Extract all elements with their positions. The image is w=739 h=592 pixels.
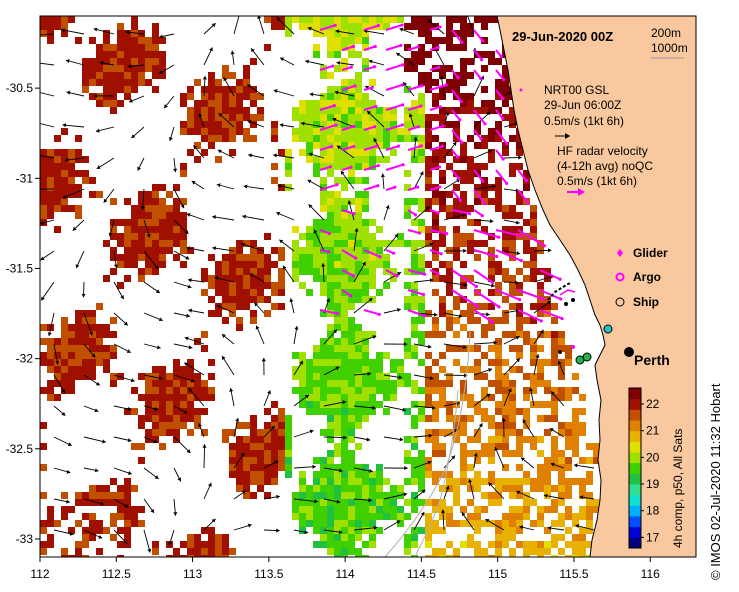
- plot-frame: [39, 15, 697, 558]
- sst-pixels: [40, 16, 628, 557]
- hf-radar-vectors: [319, 23, 564, 324]
- legend-ship: Ship: [633, 295, 659, 309]
- colorbar-segment: [629, 494, 641, 506]
- map-title: 29-Jun-2020 00Z: [512, 29, 613, 44]
- depth-contour-200m: [414, 389, 459, 557]
- legend-glider: Glider: [633, 246, 668, 260]
- y-tick-label: -32: [16, 352, 34, 366]
- circle-ring-icon: [615, 272, 625, 282]
- ship-marker: [603, 324, 613, 334]
- colorbar-segment: [629, 430, 641, 442]
- perth-marker: [624, 347, 634, 357]
- legend-argo: Argo: [633, 270, 661, 284]
- colorbar-segment: [629, 420, 641, 432]
- x-tick-label: 112: [30, 567, 49, 581]
- depth-label-1000m: 1000m: [651, 41, 688, 55]
- colorbar-tick-label: 18: [646, 504, 660, 518]
- ship-marker: [582, 352, 592, 362]
- colorbar-segment: [629, 484, 641, 496]
- x-tick-label: 115.5: [559, 567, 588, 581]
- colorbar-segment: [629, 505, 641, 517]
- open-circle-icon: [615, 297, 625, 307]
- colorbar-segment: [629, 452, 641, 464]
- colorbar: 17 18 19 20 21 22: [628, 387, 660, 549]
- x-tick-label: 112.5: [102, 567, 131, 581]
- gsl-time: 29-Jun 06:00Z: [544, 98, 621, 112]
- y-tick-label: -31: [16, 171, 34, 185]
- y-tick-label: -32.5: [6, 442, 34, 456]
- colorbar-segment: [629, 537, 641, 549]
- colorbar-segment: [629, 526, 641, 538]
- x-tick-label: 115: [488, 567, 507, 581]
- colorbar-segment: [629, 398, 641, 410]
- colorbar-label: 4h comp, p50, All Sats: [671, 429, 685, 548]
- marker-legend: Glider Argo Ship: [615, 246, 668, 309]
- colorbar-tick-label: 22: [646, 397, 660, 411]
- colorbar-segment: [629, 473, 641, 485]
- colorbar-tick-label: 21: [646, 424, 660, 438]
- depth-label-200m: 200m: [651, 26, 681, 40]
- gsl-title: NRT00 GSL: [544, 83, 609, 97]
- credit-text: © IMOS 02-Jul-2020 11:32 Hobart: [708, 383, 723, 581]
- x-tick-label: 116: [641, 567, 660, 581]
- x-tick-label: 113.5: [254, 567, 283, 581]
- colorbar-frame: [628, 387, 642, 549]
- colorbar-segment: [629, 462, 641, 474]
- colorbar-tick-label: 20: [646, 450, 660, 464]
- colorbar-tick-label: 17: [646, 530, 660, 544]
- depth-contour-1000m: [384, 329, 471, 557]
- city-label-perth: Perth: [634, 352, 670, 368]
- glider-track: [547, 282, 576, 354]
- hf-title: HF radar velocity: [557, 144, 648, 158]
- x-tick-label: 113: [183, 567, 202, 581]
- y-tick-label: -30.5: [6, 81, 34, 95]
- land-mass: [496, 16, 696, 557]
- x-tick-label: 114: [336, 567, 355, 581]
- x-tick-label: 114.5: [407, 567, 436, 581]
- current-vectors: [40, 16, 595, 553]
- colorbar-tick-label: 19: [646, 477, 660, 491]
- y-axis: -30.5 -31 -31.5 -32 -32.5 -33: [6, 81, 40, 546]
- vector-legend: NRT00 GSL 29-Jun 06:00Z 0.5m/s (1kt 6h) …: [519, 83, 653, 196]
- gsl-scale: 0.5m/s (1kt 6h): [544, 114, 624, 128]
- y-tick-label: -33: [16, 532, 34, 546]
- colorbar-segment: [629, 516, 641, 528]
- diamond-icon: [617, 249, 623, 257]
- hf-subtitle: (4-12h avg) noQC: [557, 159, 653, 173]
- colorbar-segment: [629, 388, 641, 400]
- y-tick-label: -31.5: [6, 261, 34, 275]
- hf-scale: 0.5m/s (1kt 6h): [557, 174, 637, 188]
- x-axis: 112 112.5 113 113.5 114 114.5 115 115.5 116: [30, 557, 660, 581]
- colorbar-segment: [629, 441, 641, 453]
- colorbar-segment: [629, 409, 641, 421]
